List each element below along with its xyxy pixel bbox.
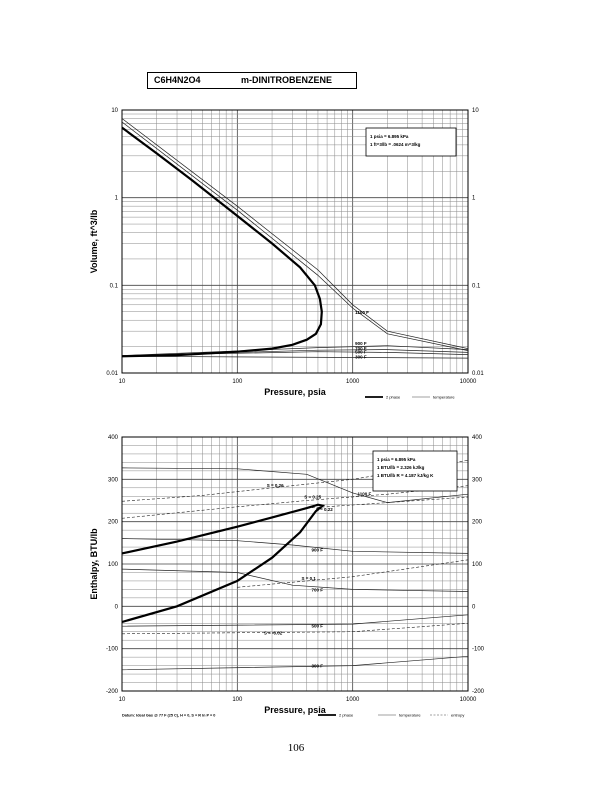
y-tick-label-right: 10	[472, 108, 479, 114]
two-phase-curve	[121, 126, 323, 358]
x-tick-label: 10000	[460, 697, 477, 703]
y-tick-label-left: 200	[108, 520, 119, 526]
x-tick-label: 1000	[346, 697, 360, 703]
isentrope-line	[306, 496, 469, 509]
y-tick-label-left: 0.01	[106, 371, 118, 377]
y-tick-label-right: 0.01	[472, 371, 484, 377]
x-tick-label: 100	[232, 379, 243, 385]
plot-frame	[121, 109, 469, 374]
y-axis-label: Volume, ft^3/lb	[89, 209, 99, 273]
chart-title-box: C6H4N2O4 m-DINITROBENZENE	[147, 72, 357, 89]
legend-label: temperature	[399, 713, 421, 718]
y-tick-label-left: -200	[106, 689, 119, 695]
isotherm-line	[121, 655, 469, 671]
isentrope-line	[237, 559, 469, 588]
isotherm-label: 500 F	[312, 624, 324, 629]
y-tick-label-left: 10	[111, 108, 118, 114]
isotherm-line	[121, 614, 469, 627]
chemical-formula: C6H4N2O4	[154, 75, 201, 85]
isotherm-label: 900 F	[312, 547, 324, 552]
plot-frame	[121, 436, 469, 692]
isotherm-line	[121, 118, 469, 349]
x-tick-label: 10	[119, 697, 126, 703]
conversion-text: 1 ft^3/lb = .0624 m^3/kg	[370, 142, 421, 147]
isentrope-label: S = 0.25	[304, 494, 321, 499]
conversion-text: 1 psia = 6.895 kPa	[377, 457, 416, 462]
y-tick-label-right: 0	[472, 604, 476, 610]
x-tick-label: 1000	[346, 379, 360, 385]
y-tick-label-right: 300	[472, 477, 483, 483]
x-tick-label: 100	[232, 697, 243, 703]
y-tick-label-left: 0	[115, 604, 119, 610]
y-axis-label: Enthalpy, BTU/lb	[89, 528, 99, 600]
y-tick-label-left: 400	[108, 435, 119, 441]
legend-label: temperature	[433, 395, 455, 400]
isotherm-label: 700 F	[355, 346, 367, 351]
x-axis-label: Pressure, psia	[264, 387, 327, 397]
x-tick-label: 10000	[460, 379, 477, 385]
y-tick-label-left: 0.1	[110, 283, 119, 289]
x-axis-label: Pressure, psia	[264, 705, 327, 715]
isentrope-label: S = -0.02	[264, 630, 283, 635]
y-tick-label-right: 400	[472, 435, 483, 441]
compound-name: m-DINITROBENZENE	[241, 75, 333, 85]
x-tick-label: 10	[119, 379, 126, 385]
y-tick-label-right: 200	[472, 520, 483, 526]
y-tick-label-left: 1	[115, 196, 119, 202]
y-tick-label-right: 100	[472, 562, 483, 568]
conversion-box	[372, 450, 458, 492]
isotherm-label: 300 F	[355, 355, 367, 360]
y-tick-label-left: 300	[108, 477, 119, 483]
isotherm-label: 1100 F	[355, 310, 369, 315]
isentrope-label: S = 0.22	[316, 507, 333, 512]
y-tick-label-left: -100	[106, 647, 119, 653]
isotherm-label: 900 F	[355, 341, 367, 346]
isotherm-line	[121, 355, 469, 359]
isotherm-label: 700 F	[312, 588, 324, 593]
y-tick-label-right: 0.1	[472, 283, 481, 289]
conversion-text: 1 BTU/lb R = 4.187 kJ/kg K	[377, 473, 434, 478]
isentrope-line	[121, 623, 469, 635]
isentrope-label: S = 0.1	[301, 576, 316, 581]
y-tick-label-right: -200	[472, 689, 485, 695]
isotherm-label: 500 F	[355, 350, 367, 355]
conversion-text: 1 psia = 6.895 kPa	[370, 134, 409, 139]
y-tick-label-right: 1	[472, 196, 476, 202]
volume-pressure-chart: 10 100 1000 10000 0.01 0.01 0.1 0.1 1 1 10 10 Pressu…	[89, 108, 484, 400]
legend-label: 2 phase	[339, 713, 354, 718]
isotherm-line	[121, 121, 469, 351]
isentrope-label: S = 0.26	[267, 483, 284, 488]
two-phase-curve	[121, 503, 326, 624]
conversion-text: 1 BTU/lb = 2.326 kJ/kg	[377, 465, 425, 470]
legend-label: entropy	[451, 713, 464, 718]
y-tick-label-left: 100	[108, 562, 119, 568]
isotherm-line	[121, 568, 469, 592]
conversion-box	[365, 127, 457, 157]
isotherm-line	[121, 538, 469, 554]
y-tick-label-right: -100	[472, 647, 485, 653]
isotherm-label: 300 F	[312, 664, 324, 669]
page-number: 106	[287, 742, 305, 754]
datum-note: Datum: Ideal Gas @ 77 F (25 C), H = 0, S…	[122, 714, 215, 718]
isentrope-line	[121, 485, 469, 519]
isotherm-label: 1100 F	[357, 491, 371, 496]
legend-label: 2 phase	[386, 395, 401, 400]
isotherm-line	[121, 467, 469, 503]
